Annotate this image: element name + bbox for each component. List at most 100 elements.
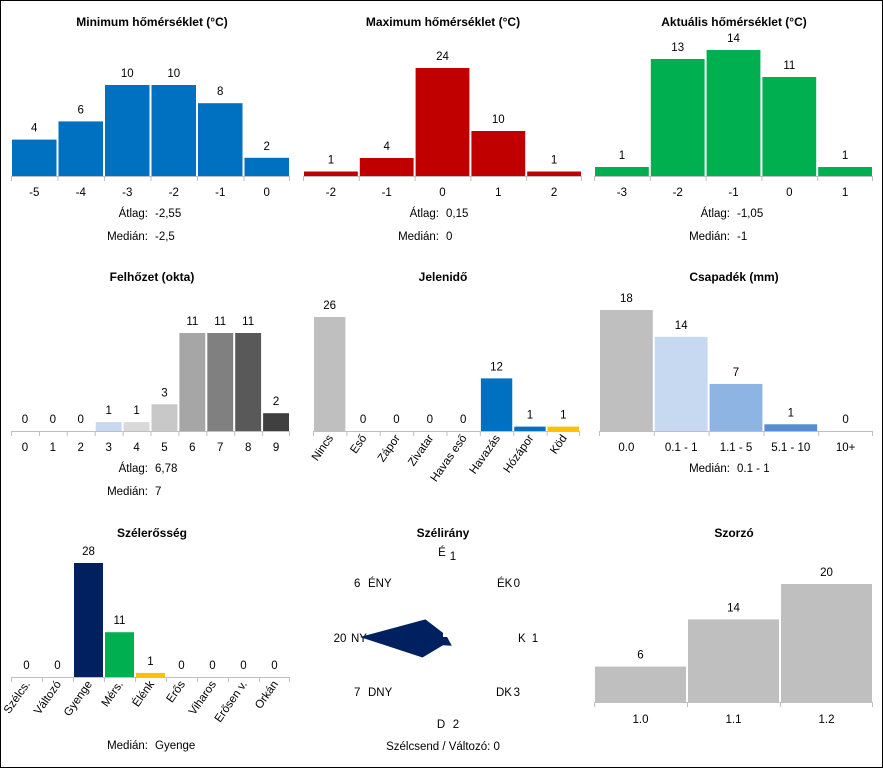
direction-label: É bbox=[438, 546, 446, 559]
stat-label: Átlag: bbox=[701, 207, 730, 220]
direction-value: 1 bbox=[450, 551, 456, 563]
data-label: 14 bbox=[727, 33, 740, 45]
stat-value: -1 bbox=[737, 231, 747, 243]
data-label: 3 bbox=[161, 387, 167, 399]
bar bbox=[709, 383, 763, 431]
data-label: 10 bbox=[492, 114, 505, 126]
data-label: 1 bbox=[527, 410, 533, 422]
data-label: 11 bbox=[186, 316, 198, 328]
stat-value: 0 bbox=[446, 231, 452, 243]
bar bbox=[207, 333, 234, 431]
data-label: 26 bbox=[323, 300, 336, 312]
tick-label: -1 bbox=[382, 187, 392, 199]
tick-label: Élénk bbox=[130, 678, 157, 709]
stat-value: Gyenge bbox=[155, 740, 195, 752]
tick-label: Zivatar bbox=[406, 433, 436, 469]
data-label: 4 bbox=[383, 141, 390, 153]
stat-value: -1,05 bbox=[737, 208, 763, 220]
tick-label: 2 bbox=[551, 187, 557, 199]
tick-label: Mérs. bbox=[100, 679, 126, 709]
bar bbox=[74, 563, 103, 677]
stat-value: -2,5 bbox=[155, 231, 175, 243]
stat-label: Medián: bbox=[689, 463, 730, 475]
bar bbox=[781, 584, 872, 702]
tick-label: -3 bbox=[617, 187, 627, 199]
bar bbox=[179, 333, 206, 431]
bar bbox=[123, 422, 150, 431]
stat-label: Medián: bbox=[107, 231, 148, 243]
stat-value: -2,55 bbox=[155, 208, 181, 220]
bar bbox=[263, 413, 289, 431]
data-label: 2 bbox=[273, 396, 279, 408]
bar bbox=[12, 139, 57, 176]
direction-label: ÉK bbox=[497, 577, 513, 590]
tick-label: 1 bbox=[842, 187, 848, 199]
data-label: 10 bbox=[167, 68, 180, 80]
tick-label: 0 bbox=[264, 187, 270, 199]
stat-label: Medián: bbox=[689, 231, 730, 243]
chart-title: Szélerősség bbox=[117, 526, 187, 540]
panel-precip: Csapadék (mm) 18 0.0 14 0.1 - 1 7 1.1 - 5 1 5.1 … bbox=[599, 270, 873, 475]
tick-label: 7 bbox=[217, 442, 223, 454]
bar bbox=[595, 167, 649, 176]
direction-value: 7 bbox=[354, 687, 360, 699]
data-label: 11 bbox=[114, 615, 126, 627]
tick-label: 1.0 bbox=[633, 714, 649, 726]
data-label: 8 bbox=[217, 86, 223, 98]
panel-cloud: Felhőzet (okta) 0 0 0 1 0 2 1 3 1 4 3 5 11 6 11 7 11 8 2 9 Át… bbox=[11, 270, 290, 498]
tick-label: Szélcs. bbox=[2, 679, 33, 716]
bar bbox=[151, 85, 196, 176]
bar bbox=[136, 672, 165, 677]
data-label: 12 bbox=[490, 361, 503, 373]
tick-label: 4 bbox=[133, 442, 140, 454]
direction-label: DNY bbox=[368, 687, 393, 699]
bar bbox=[480, 378, 513, 431]
panel-mult: Szorzó 6 1.0 14 1.1 20 1.2 bbox=[594, 526, 873, 726]
data-label: 1 bbox=[551, 155, 557, 167]
tick-label: 1.2 bbox=[819, 714, 835, 726]
stat-label: Medián: bbox=[107, 740, 148, 752]
stat-label: Átlag: bbox=[119, 462, 148, 475]
stat-value: 7 bbox=[155, 486, 161, 498]
panel-max: Maximum hőmérséklet (°C) 1 -2 4 -1 24 0 10 1 1 2 Át… bbox=[303, 15, 582, 243]
tick-label: 1 bbox=[495, 187, 501, 199]
bar bbox=[600, 310, 653, 431]
tick-label: 10+ bbox=[836, 442, 856, 454]
data-label: 1 bbox=[147, 656, 153, 668]
chart-title: Jelenidő bbox=[419, 270, 468, 284]
data-label: 0 bbox=[178, 660, 184, 672]
data-label: 20 bbox=[820, 567, 833, 579]
data-label: 13 bbox=[671, 42, 684, 54]
direction-value: 0 bbox=[514, 578, 520, 590]
tick-label: Gyenge bbox=[62, 679, 95, 719]
tick-label: Nincs bbox=[310, 433, 336, 464]
bar bbox=[471, 131, 526, 176]
bar bbox=[151, 404, 178, 431]
bar bbox=[547, 426, 579, 431]
tick-label: 2 bbox=[78, 442, 84, 454]
data-label: 11 bbox=[783, 60, 795, 72]
tick-label: 0.0 bbox=[618, 442, 634, 454]
tick-label: 3 bbox=[105, 442, 111, 454]
tick-label: Zápor bbox=[376, 433, 403, 465]
data-label: 0 bbox=[460, 414, 466, 426]
data-label: 0 bbox=[23, 660, 29, 672]
bar bbox=[688, 619, 779, 702]
tick-label: 5 bbox=[161, 442, 167, 454]
direction-label: NY bbox=[351, 633, 367, 645]
data-label: 0 bbox=[360, 414, 366, 426]
bar bbox=[415, 68, 470, 176]
data-label: 1 bbox=[133, 405, 139, 417]
bar bbox=[244, 157, 289, 176]
tick-label: 0 bbox=[786, 187, 792, 199]
chart-title: Szélirány bbox=[417, 526, 470, 540]
bar bbox=[304, 171, 358, 176]
bar bbox=[595, 666, 686, 702]
chart-title: Aktuális hőmérséklet (°C) bbox=[661, 15, 807, 29]
data-label: 0 bbox=[393, 414, 399, 426]
tick-label: 9 bbox=[273, 442, 279, 454]
tick-label: -1 bbox=[215, 187, 225, 199]
data-label: 0 bbox=[50, 414, 56, 426]
stat-value: 6,78 bbox=[155, 463, 177, 475]
